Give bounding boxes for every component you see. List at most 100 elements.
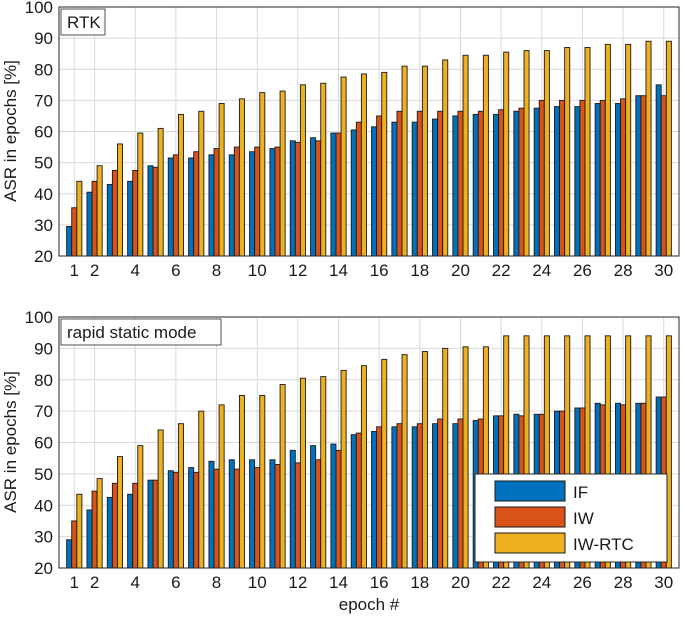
bar-iw-rtc-epoch-9 bbox=[238, 394, 245, 569]
bar-iw-rtc-epoch-11 bbox=[279, 90, 286, 257]
bar-if-epoch-5 bbox=[147, 479, 154, 569]
bar-iw-epoch-29 bbox=[640, 95, 647, 257]
bar-iw-epoch-12 bbox=[294, 462, 301, 569]
x-tick-label: 30 bbox=[654, 261, 673, 280]
bar-iw-rtc-epoch-1 bbox=[76, 180, 83, 257]
bar-iw-rtc-epoch-19 bbox=[442, 59, 449, 257]
plot-frame bbox=[58, 6, 680, 257]
bar-if-epoch-28 bbox=[615, 103, 622, 257]
y-axis-label: ASR in epochs [%] bbox=[1, 60, 20, 202]
bar-iw-rtc-epoch-11 bbox=[279, 384, 286, 569]
bar-if-epoch-16 bbox=[371, 431, 378, 569]
bar-iw-epoch-17 bbox=[396, 110, 403, 257]
bar-iw-epoch-10 bbox=[254, 467, 261, 569]
bar-if-epoch-23 bbox=[513, 110, 520, 257]
x-tick-label: 12 bbox=[288, 573, 307, 592]
x-tick-label: 16 bbox=[370, 261, 389, 280]
x-tick-label: 8 bbox=[212, 261, 221, 280]
bar-iw-rtc-epoch-15 bbox=[360, 73, 367, 257]
bar-if-epoch-2 bbox=[86, 509, 93, 569]
bar-iw-epoch-30 bbox=[660, 95, 667, 257]
x-tick-label: 4 bbox=[130, 261, 139, 280]
x-tick-label: 6 bbox=[171, 573, 180, 592]
bar-iw-epoch-2 bbox=[91, 180, 98, 257]
x-tick-label: 30 bbox=[654, 573, 673, 592]
bar-iw-rtc-epoch-29 bbox=[645, 40, 652, 257]
bar-if-epoch-9 bbox=[228, 459, 235, 569]
bar-if-epoch-13 bbox=[310, 137, 317, 257]
bar-iw-epoch-22 bbox=[498, 109, 505, 257]
x-tick-label: 14 bbox=[329, 261, 348, 280]
bar-iw-rtc-epoch-7 bbox=[198, 410, 205, 569]
bar-iw-epoch-1 bbox=[71, 520, 78, 569]
panel-title: RTK bbox=[67, 13, 101, 32]
bar-iw-epoch-12 bbox=[294, 141, 301, 257]
bar-iw-epoch-11 bbox=[274, 464, 281, 569]
bar-iw-rtc-epoch-17 bbox=[401, 65, 408, 257]
y-tick-label: 70 bbox=[34, 402, 53, 421]
panel-title-box bbox=[60, 318, 222, 346]
bar-iw-rtc-epoch-13 bbox=[320, 82, 327, 257]
bar-iw-epoch-24 bbox=[538, 99, 545, 257]
bar-if-epoch-2 bbox=[86, 191, 93, 257]
bar-iw-rtc-epoch-5 bbox=[157, 127, 164, 257]
bar-if-epoch-14 bbox=[330, 443, 337, 569]
y-tick-label: 80 bbox=[34, 371, 53, 390]
bar-iw-epoch-13 bbox=[315, 140, 322, 257]
y-tick-label: 20 bbox=[34, 247, 53, 266]
bar-iw-rtc-epoch-8 bbox=[218, 404, 225, 569]
bar-iw-rtc-epoch-18 bbox=[421, 351, 428, 569]
bar-iw-rtc-epoch-26 bbox=[584, 47, 591, 257]
legend-label-iw-rtc: IW-RTC bbox=[573, 535, 634, 554]
bar-iw-epoch-16 bbox=[376, 115, 383, 257]
x-tick-label: 10 bbox=[248, 261, 267, 280]
x-tick-label: 28 bbox=[614, 573, 633, 592]
bar-if-epoch-19 bbox=[432, 118, 439, 257]
y-tick-label: 30 bbox=[34, 528, 53, 547]
x-tick-label: 1 bbox=[70, 573, 79, 592]
bar-iw-epoch-3 bbox=[111, 482, 118, 569]
bar-if-epoch-10 bbox=[249, 151, 256, 257]
bar-if-epoch-18 bbox=[411, 426, 418, 569]
bar-iw-rtc-epoch-2 bbox=[96, 478, 103, 569]
bar-iw-epoch-5 bbox=[152, 479, 159, 569]
bar-iw-epoch-5 bbox=[152, 166, 159, 257]
bar-iw-epoch-8 bbox=[213, 468, 220, 569]
bar-iw-epoch-21 bbox=[477, 110, 484, 257]
bar-iw-epoch-7 bbox=[193, 151, 200, 257]
y-tick-labels: 20 30 40 50 60 70 80 90 100 bbox=[25, 308, 53, 578]
bar-if-epoch-8 bbox=[208, 460, 215, 569]
bar-iw-epoch-6 bbox=[172, 471, 179, 569]
bar-iw-rtc-epoch-5 bbox=[157, 429, 164, 569]
y-tick-label: 90 bbox=[34, 29, 53, 48]
bar-iw-epoch-20 bbox=[457, 418, 464, 569]
x-tick-label: 22 bbox=[492, 261, 511, 280]
bar-if-epoch-4 bbox=[127, 180, 134, 257]
bar-iw-rtc-epoch-13 bbox=[320, 376, 327, 569]
bar-iw-rtc-epoch-1 bbox=[76, 493, 83, 569]
bar-if-epoch-8 bbox=[208, 154, 215, 257]
bar-iw-epoch-19 bbox=[437, 110, 444, 257]
panel-title: rapid static mode bbox=[67, 323, 196, 342]
x-tick-label: 4 bbox=[130, 573, 139, 592]
x-tick-label: 18 bbox=[410, 261, 429, 280]
bar-iw-rtc-epoch-15 bbox=[360, 365, 367, 569]
bar-if-epoch-11 bbox=[269, 459, 276, 569]
bar-iw-epoch-3 bbox=[111, 169, 118, 257]
bar-if-epoch-18 bbox=[411, 121, 418, 257]
bar-iw-epoch-9 bbox=[233, 468, 240, 569]
bar-if-epoch-17 bbox=[391, 426, 398, 569]
bar-iw-rtc-epoch-20 bbox=[462, 346, 469, 569]
x-tick-label: 26 bbox=[573, 573, 592, 592]
bar-if-epoch-6 bbox=[167, 470, 174, 569]
y-tick-label: 40 bbox=[34, 185, 53, 204]
bar-iw-rtc-epoch-3 bbox=[116, 456, 123, 569]
bar-if-epoch-3 bbox=[106, 496, 113, 569]
x-tick-label: 16 bbox=[370, 573, 389, 592]
bar-iw-epoch-4 bbox=[132, 169, 139, 257]
bar-iw-rtc-epoch-12 bbox=[299, 377, 306, 569]
bar-iw-rtc-epoch-20 bbox=[462, 54, 469, 257]
bar-iw-rtc-epoch-23 bbox=[523, 50, 530, 257]
x-tick-label: 26 bbox=[573, 261, 592, 280]
x-axis-label: epoch # bbox=[339, 595, 400, 614]
